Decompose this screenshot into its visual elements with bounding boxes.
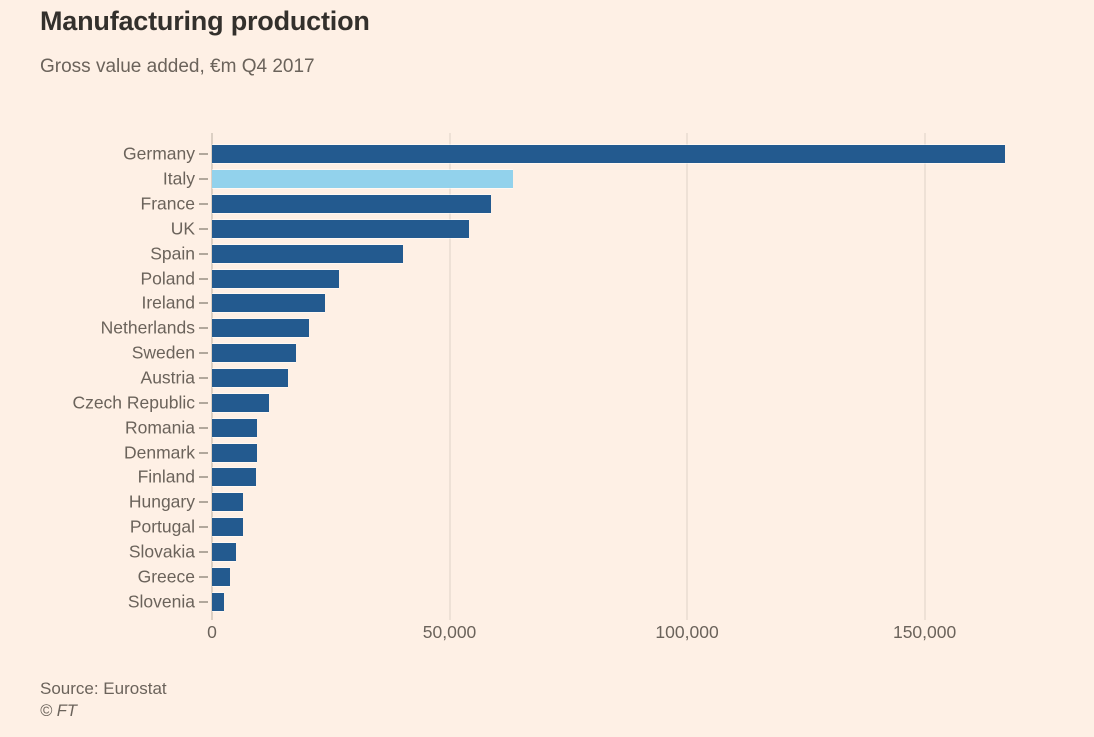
x-axis-tick-label: 100,000 — [655, 622, 719, 642]
category-label: France — [140, 193, 195, 214]
category-label: Ireland — [141, 292, 195, 313]
category-tick — [199, 178, 208, 181]
category-label: Poland — [140, 268, 196, 289]
category-label: Italy — [162, 168, 195, 189]
category-label: Slovakia — [128, 541, 195, 562]
bar-ireland — [212, 294, 326, 313]
gridline — [449, 133, 451, 620]
category-tick — [199, 203, 208, 206]
category-tick — [199, 575, 208, 578]
bar-germany — [212, 145, 1006, 164]
category-tick — [199, 377, 208, 380]
bar-row-slovenia: Slovenia — [128, 589, 1060, 614]
plot-area: Germany Italy France UK Spain Poland Ireland Ne… — [72, 133, 1060, 642]
bar-netherlands — [212, 319, 309, 338]
category-tick — [199, 526, 208, 529]
bar-slovenia — [212, 592, 224, 611]
bar-row-ireland: Ireland — [141, 291, 1060, 316]
bar-row-netherlands: Netherlands — [101, 316, 1060, 341]
category-tick — [199, 327, 208, 330]
category-label: Czech Republic — [72, 392, 195, 413]
category-label: Hungary — [128, 491, 195, 512]
bar-hungary — [212, 493, 244, 512]
category-label: Slovenia — [127, 591, 195, 612]
x-axis-tick-label: 50,000 — [422, 622, 477, 642]
category-tick — [199, 302, 208, 305]
bar-romania — [212, 418, 258, 437]
gridline — [924, 133, 926, 620]
bar-row-finland: Finland — [138, 465, 1060, 490]
rows-layer: Germany Italy France UK Spain Poland Ireland Ne… — [72, 142, 1060, 614]
bar-row-hungary: Hungary — [129, 490, 1060, 515]
bar-row-germany: Germany — [123, 142, 1060, 167]
category-label: Romania — [124, 417, 195, 438]
category-label: Denmark — [124, 442, 195, 463]
bar-row-france: France — [141, 192, 1060, 217]
category-label: UK — [170, 218, 195, 239]
bar-slovakia — [212, 542, 237, 561]
category-tick — [199, 277, 208, 280]
category-tick — [199, 252, 208, 255]
bar-finland — [212, 468, 257, 487]
ft-credit: © FT — [40, 702, 77, 720]
bar-row-portugal: Portugal — [130, 515, 1060, 540]
bar-row-greece: Greece — [138, 564, 1060, 589]
bar-row-austria: Austria — [141, 366, 1060, 391]
bar-row-romania: Romania — [125, 415, 1060, 440]
bar-czech-republic — [212, 393, 269, 412]
bar-row-poland: Poland — [141, 266, 1060, 291]
bar-uk — [212, 219, 469, 238]
category-tick — [199, 550, 208, 553]
category-label: Finland — [137, 466, 195, 487]
category-tick — [199, 401, 208, 404]
bar-row-uk: UK — [171, 217, 1060, 242]
x-axis-tick-label: 0 — [207, 622, 217, 642]
bar-row-spain: Spain — [150, 241, 1060, 266]
bar-france — [212, 195, 492, 214]
source-note: Source: Eurostat — [40, 679, 167, 698]
category-label: Spain — [150, 243, 195, 264]
bar-sweden — [212, 344, 297, 363]
category-tick — [199, 501, 208, 504]
category-tick — [199, 451, 208, 454]
category-label: Greece — [137, 566, 195, 587]
bar-row-sweden: Sweden — [132, 341, 1060, 366]
category-tick — [199, 352, 208, 355]
category-label: Netherlands — [100, 317, 195, 338]
x-axis: 0 50,000 100,000 150,000 — [207, 614, 1060, 644]
bar-row-slovakia: Slovakia — [129, 540, 1060, 565]
category-label: Portugal — [129, 516, 195, 537]
chart-title: Manufacturing production — [40, 6, 370, 36]
bar-austria — [212, 369, 288, 388]
bar-row-italy: Italy — [163, 167, 1060, 192]
bar-greece — [212, 567, 230, 586]
category-tick — [199, 600, 208, 603]
category-label: Germany — [123, 143, 195, 164]
category-tick — [199, 153, 208, 156]
chart-subtitle: Gross value added, €m Q4 2017 — [40, 56, 315, 77]
bar-poland — [212, 269, 339, 288]
x-axis-tick-label: 150,000 — [892, 622, 957, 642]
category-tick — [199, 476, 208, 479]
bar-italy — [212, 170, 514, 189]
bar-spain — [212, 244, 403, 263]
category-label: Austria — [140, 367, 195, 388]
category-tick — [199, 227, 208, 230]
bar-portugal — [212, 518, 243, 537]
category-label: Sweden — [131, 342, 195, 363]
bar-row-czech-republic: Czech Republic — [72, 390, 1060, 415]
category-tick — [199, 426, 208, 429]
bar-row-denmark: Denmark — [124, 440, 1060, 465]
gridline — [686, 133, 688, 620]
bar-denmark — [212, 443, 257, 462]
